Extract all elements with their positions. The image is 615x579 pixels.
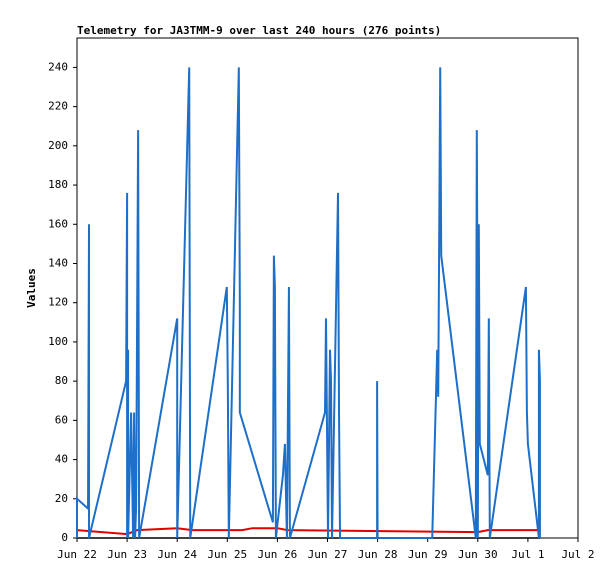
y-tick-label: 200 — [48, 139, 68, 152]
chart-title: Telemetry for JA3TMM-9 over last 240 hou… — [77, 24, 441, 37]
y-tick-label: 100 — [48, 335, 68, 348]
x-tick-label: Jun 27 — [308, 548, 348, 561]
x-tick-label: Jun 28 — [358, 548, 398, 561]
y-tick-label: 180 — [48, 178, 68, 191]
y-tick-label: 240 — [48, 60, 68, 73]
y-tick-label: 140 — [48, 256, 68, 269]
x-tick-label: Jun 25 — [207, 548, 247, 561]
y-tick-label: 220 — [48, 100, 68, 113]
series-line — [76, 67, 541, 539]
x-tick-label: Jul 1 — [511, 548, 544, 561]
x-tick-label: Jun 29 — [408, 548, 448, 561]
y-tick-label: 40 — [55, 453, 68, 466]
y-tick-label: 120 — [48, 296, 68, 309]
y-tick-label: 160 — [48, 217, 68, 230]
x-tick-label: Jun 30 — [458, 548, 498, 561]
y-tick-label: 80 — [55, 374, 68, 387]
x-tick-label: Jul 2 — [561, 548, 594, 561]
x-tick-label: Jun 22 — [57, 548, 97, 561]
x-tick-label: Jun 24 — [157, 548, 197, 561]
y-axis-label: Values — [25, 268, 38, 308]
y-tick-label: 0 — [61, 531, 68, 544]
y-tick-label: 20 — [55, 492, 68, 505]
x-tick-label: Jun 23 — [107, 548, 147, 561]
x-tick-label: Jun 26 — [258, 548, 298, 561]
y-tick-label: 60 — [55, 413, 68, 426]
